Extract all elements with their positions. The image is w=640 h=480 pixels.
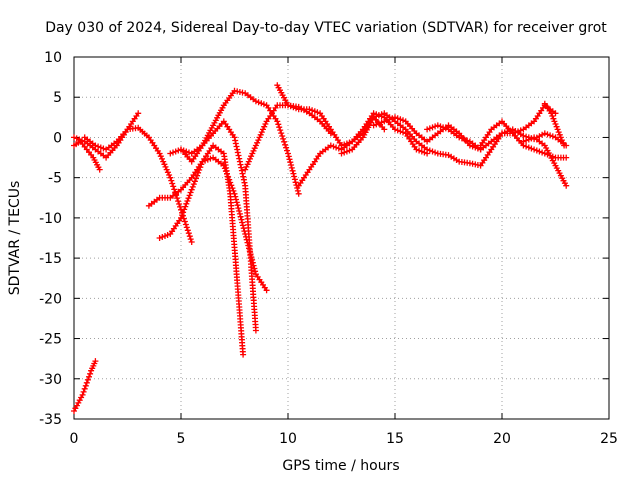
grid-lines	[74, 57, 609, 419]
y-tick-label: -15	[39, 251, 62, 267]
series-markers	[520, 134, 570, 189]
x-tick-label: 20	[493, 431, 511, 447]
x-tick-label: 0	[70, 431, 79, 447]
series-markers	[477, 118, 570, 161]
series-markers	[71, 138, 103, 173]
series-markers	[71, 358, 99, 414]
series-arc-11	[295, 110, 431, 189]
y-tick-label: -20	[39, 291, 62, 307]
series-arc-7	[167, 118, 259, 334]
y-tick-label: -25	[39, 332, 62, 348]
series-arc-4	[81, 124, 195, 245]
series-arc-2	[71, 138, 103, 173]
series-markers	[541, 100, 568, 149]
series-markers	[424, 102, 559, 153]
series-markers	[71, 110, 142, 161]
series-arc-14	[424, 102, 559, 153]
x-axis-label: GPS time / hours	[282, 458, 399, 474]
y-tick-label: -35	[39, 412, 62, 428]
series-line	[276, 84, 385, 147]
y-tick-label: -5	[48, 171, 62, 187]
x-tick-label: 15	[386, 431, 404, 447]
axis-ticks	[73, 56, 610, 420]
series-markers	[295, 110, 431, 189]
y-tick-label: 10	[44, 50, 62, 66]
series-arc-17	[541, 100, 568, 149]
series-arc-6	[156, 142, 247, 358]
x-tick-label: 5	[177, 431, 186, 447]
y-axis-label: SDTVAR / TECUs	[7, 181, 23, 296]
series-arc-8	[178, 87, 302, 197]
series-markers	[167, 118, 259, 334]
data-series	[71, 82, 570, 414]
series-markers	[156, 142, 247, 358]
series-markers	[81, 124, 195, 245]
tick-labels: 0 5 10 15 20 25 10 5 0 -5 -10 -15 -20 -25 -30 -35	[39, 50, 618, 447]
series-arc-16	[520, 134, 570, 189]
series-markers	[178, 87, 302, 197]
x-tick-label: 10	[279, 431, 297, 447]
series-arc-1	[71, 358, 99, 414]
y-tick-label: 5	[53, 90, 62, 106]
chart-title: Day 030 of 2024, Sidereal Day-to-day VTE…	[45, 20, 607, 36]
y-tick-label: -10	[39, 211, 62, 227]
series-arc-3	[71, 110, 142, 161]
plot-frame	[73, 56, 610, 420]
x-tick-label: 25	[600, 431, 618, 447]
y-tick-label: 0	[53, 130, 62, 146]
y-tick-label: -30	[39, 372, 62, 388]
